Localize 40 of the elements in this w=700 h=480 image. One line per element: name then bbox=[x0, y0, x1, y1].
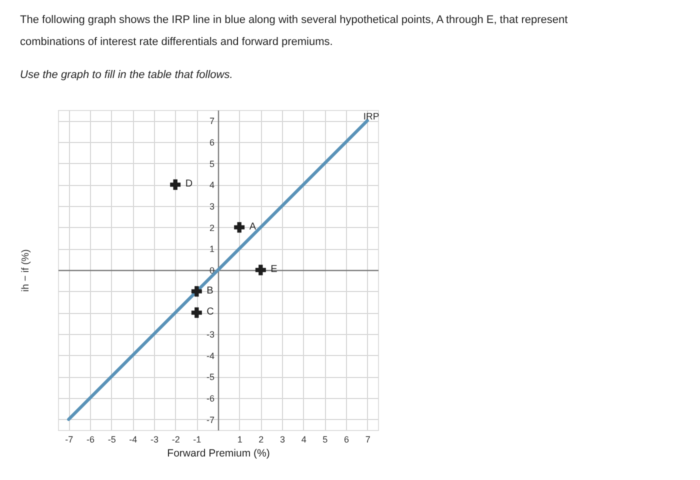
x-tick-label: 1 bbox=[237, 434, 242, 444]
x-axis-title: Forward Premium (%) bbox=[167, 448, 270, 460]
point bbox=[191, 307, 202, 318]
point bbox=[255, 264, 266, 276]
x-tick-label: -1 bbox=[193, 434, 202, 444]
annotation: A bbox=[249, 221, 256, 232]
x-tick-label: -3 bbox=[150, 434, 159, 444]
annotation: D bbox=[185, 178, 193, 190]
y-tick-label: -7 bbox=[206, 414, 214, 425]
x-tick-label: -5 bbox=[108, 434, 116, 444]
x-tick-label: 6 bbox=[344, 434, 350, 444]
y-tick-label: 7 bbox=[209, 116, 214, 126]
y-tick-label: 6 bbox=[209, 138, 214, 148]
y-tick-label: -4 bbox=[206, 350, 214, 361]
x-tick-label: 5 bbox=[322, 434, 328, 444]
x-tick-label: -7 bbox=[65, 434, 74, 444]
x-tick-label: 3 bbox=[280, 434, 286, 444]
chart-subtitle: Use the graph to fill in the table that follows. bbox=[20, 69, 233, 81]
x-tick-label: -2 bbox=[172, 434, 180, 444]
y-tick-label: 5 bbox=[209, 158, 214, 169]
y-tick-label: 4 bbox=[209, 180, 214, 190]
y-tick-label: -6 bbox=[206, 394, 214, 404]
y-tick-label: 2 bbox=[209, 222, 214, 233]
y-tick-label: 1 bbox=[209, 244, 214, 254]
x-tick-label: -4 bbox=[129, 434, 138, 444]
point bbox=[170, 179, 181, 190]
chart-title: The following graph shows the IRP line in blue along with several hypothetical points, A through E, that represent combinations of interest rate differentials and forward premiums. bbox=[20, 14, 568, 48]
annotation: B bbox=[206, 285, 214, 296]
y-axis-title: ih − if (%) bbox=[20, 249, 32, 292]
y-tick-label: -3 bbox=[206, 330, 214, 340]
x-tick-label: 2 bbox=[258, 434, 264, 444]
annotation: C bbox=[206, 306, 214, 318]
x-tick-label: 4 bbox=[301, 434, 306, 444]
y-tick-label: -5 bbox=[206, 372, 214, 382]
series-label: IRP bbox=[363, 112, 380, 123]
point bbox=[191, 286, 202, 297]
x-tick-label: -6 bbox=[86, 434, 95, 444]
y-tick-label: 3 bbox=[209, 202, 214, 212]
x-tick-label: 7 bbox=[365, 434, 370, 444]
point bbox=[234, 222, 245, 233]
